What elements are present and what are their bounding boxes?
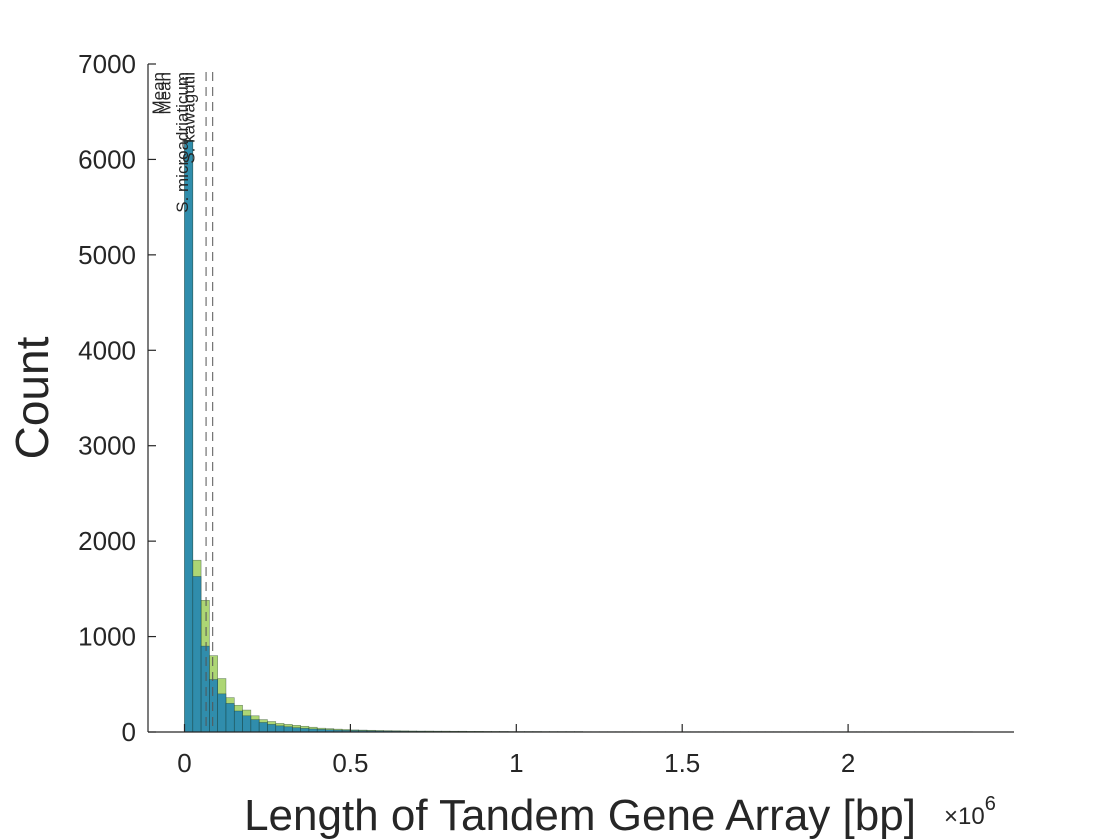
x-multiplier-exponent: 6	[985, 793, 996, 815]
y-tick-label: 5000	[78, 240, 136, 270]
bar	[283, 726, 293, 733]
x-tick-label: 1.5	[664, 748, 700, 778]
bar	[292, 727, 301, 733]
bar	[184, 140, 194, 733]
x-multiplier-base: ×10	[944, 803, 985, 830]
axes	[147, 64, 1014, 733]
bar	[233, 710, 243, 733]
y-tick-label: 2000	[78, 526, 136, 556]
x-tick-label: 0.5	[332, 748, 368, 778]
y-tick-label: 7000	[78, 49, 136, 79]
bar	[217, 693, 227, 733]
bar	[200, 645, 210, 733]
series-green-bars	[184, 140, 973, 733]
bar	[225, 703, 235, 733]
mean-label: Mean	[156, 72, 175, 115]
x-ticks: 0 0.5 1 1.5 2	[177, 724, 855, 778]
bar	[192, 576, 202, 733]
x-tick-label: 2	[841, 748, 855, 778]
bar	[242, 715, 252, 733]
bar	[275, 725, 285, 733]
mean-lines	[205, 72, 214, 732]
x-tick-label: 1	[509, 748, 523, 778]
x-tick-label: 0	[177, 748, 191, 778]
bar	[209, 679, 218, 733]
x-axis-label: Length of Tandem Gene Array [bp]	[244, 791, 916, 840]
bar	[250, 719, 260, 733]
bar	[258, 722, 268, 733]
y-tick-label: 1000	[78, 622, 136, 652]
y-tick-label: 4000	[78, 335, 136, 365]
bar	[267, 724, 277, 733]
y-axis-label: Count	[6, 336, 58, 459]
y-tick-label: 3000	[78, 431, 136, 461]
y-tick-label: 6000	[78, 144, 136, 174]
y-ticks: 0 1000 2000 3000 4000 5000 6000 7000	[78, 49, 156, 747]
y-tick-label: 0	[122, 717, 136, 747]
x-multiplier: ×106	[944, 793, 996, 830]
mean-species-label: S. microadriaticum	[173, 72, 192, 213]
mean-species-label: S. kawagutii	[180, 72, 199, 164]
mean-label: Mean	[149, 72, 168, 115]
series-blue-bars	[184, 140, 973, 733]
